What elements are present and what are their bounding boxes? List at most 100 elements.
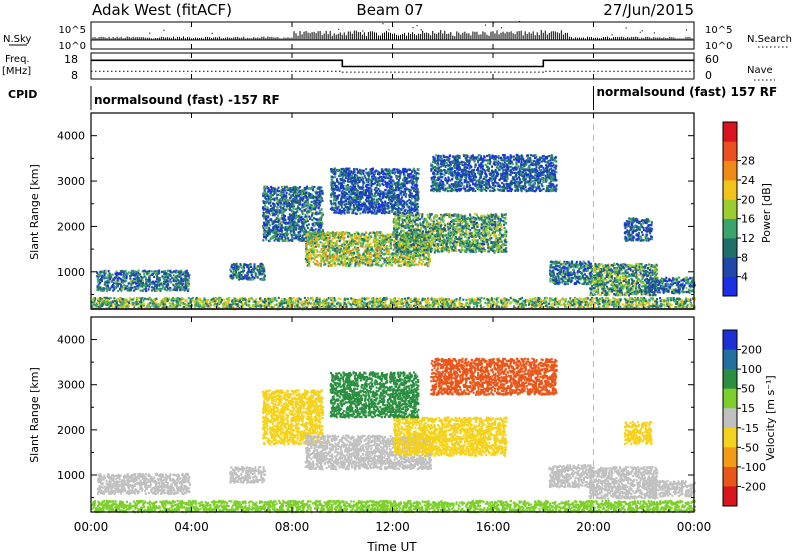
heatmap-cell	[394, 255, 396, 257]
heatmap-cell	[301, 192, 303, 194]
heatmap-cell	[398, 264, 400, 266]
heatmap-cell	[255, 266, 257, 268]
heatmap-cell	[310, 236, 312, 238]
heatmap-cell	[343, 247, 345, 249]
heatmap-cell	[321, 248, 323, 250]
heatmap-cell	[410, 241, 412, 243]
heatmap-cell	[235, 264, 237, 266]
heatmap-cell	[264, 233, 266, 235]
heatmap-cell	[305, 258, 307, 260]
heatmap-cell	[268, 227, 270, 229]
heatmap-cell	[142, 277, 144, 279]
heatmap-cell	[339, 263, 341, 265]
heatmap-cell	[451, 214, 453, 216]
heatmap-cell	[447, 237, 449, 239]
heatmap-cell	[411, 236, 413, 238]
heatmap-cell	[312, 189, 314, 191]
heatmap-cell	[268, 198, 270, 200]
heatmap-cell	[390, 247, 392, 249]
heatmap-cell	[294, 190, 296, 192]
heatmap-cell	[466, 240, 468, 242]
heatmap-cell	[345, 265, 347, 267]
heatmap-cell	[239, 272, 241, 274]
heatmap-cell	[488, 235, 490, 237]
heatmap-cell	[172, 271, 174, 273]
heatmap-cell	[156, 287, 158, 289]
heatmap-cell	[102, 290, 104, 292]
heatmap-cell	[415, 258, 417, 260]
heatmap-cell	[176, 271, 178, 273]
heatmap-cell	[342, 264, 344, 266]
heatmap-cell	[332, 235, 334, 237]
freq-label-line1: Freq.	[5, 54, 30, 65]
heatmap-cell	[272, 227, 274, 229]
heatmap-cell	[466, 233, 468, 235]
heatmap-cell	[329, 240, 331, 242]
heatmap-cell	[329, 232, 331, 234]
heatmap-cell	[148, 286, 150, 288]
heatmap-cell	[355, 260, 357, 262]
heatmap-cell	[286, 234, 288, 236]
nsearch-ytick-top: 10^5	[705, 25, 732, 36]
cpid-segment-label: normalsound (fast) -157 RF	[94, 93, 280, 107]
heatmap-cell	[140, 285, 142, 287]
heatmap-cell	[376, 259, 378, 261]
heatmap-cell	[406, 257, 408, 259]
heatmap-cell	[120, 270, 122, 272]
heatmap-cell	[291, 210, 293, 212]
heatmap-cell	[495, 223, 497, 225]
heatmap-cell	[303, 204, 305, 206]
heatmap-cell	[397, 258, 399, 260]
heatmap-cell	[318, 203, 320, 205]
heatmap-cell	[274, 191, 276, 193]
heatmap-cell	[263, 273, 265, 275]
heatmap-cell	[380, 250, 382, 252]
heatmap-cell	[445, 247, 447, 249]
heatmap-cell	[185, 271, 187, 273]
heatmap-cell	[173, 274, 175, 276]
heatmap-cell	[269, 202, 271, 204]
heatmap-cell	[455, 236, 457, 238]
heatmap-cell	[381, 233, 383, 235]
heatmap-cell	[291, 187, 293, 189]
heatmap-cell	[108, 288, 110, 290]
heatmap-cell	[265, 239, 267, 241]
heatmap-cell	[448, 235, 450, 237]
heatmap-cell	[104, 283, 106, 285]
heatmap-cell	[99, 287, 101, 289]
heatmap-cell	[415, 240, 417, 242]
heatmap-cell	[185, 287, 187, 289]
heatmap-cell	[293, 215, 295, 217]
heatmap-cell	[299, 226, 301, 228]
heatmap-cell	[408, 214, 410, 216]
heatmap-cell	[334, 265, 336, 267]
heatmap-cell	[122, 282, 124, 284]
heatmap-cell	[332, 245, 334, 247]
heatmap-cell	[284, 229, 286, 231]
heatmap-cell	[404, 264, 406, 266]
heatmap-cell	[354, 234, 356, 236]
heatmap-cell	[317, 238, 319, 240]
heatmap-cell	[302, 218, 304, 220]
nave-series-line	[91, 71, 694, 72]
heatmap-cell	[320, 257, 322, 259]
heatmap-cell	[460, 251, 462, 253]
heatmap-cell	[173, 280, 175, 282]
heatmap-cell	[364, 258, 366, 260]
heatmap-cell	[169, 278, 171, 280]
heatmap-cell	[290, 230, 292, 232]
heatmap-cell	[496, 249, 498, 251]
heatmap-cell	[453, 231, 455, 233]
heatmap-cell	[158, 284, 160, 286]
heatmap-cell	[486, 229, 488, 231]
heatmap-cell	[301, 222, 303, 224]
heatmap-cell	[296, 216, 298, 218]
heatmap-cell	[264, 194, 266, 196]
heatmap-cell	[306, 203, 308, 205]
heatmap-cell	[385, 235, 387, 237]
heatmap-cell	[267, 196, 269, 198]
nsearch-dot	[388, 29, 389, 30]
heatmap-cell	[264, 224, 266, 226]
heatmap-cell	[405, 251, 407, 253]
heatmap-cell	[166, 289, 168, 291]
